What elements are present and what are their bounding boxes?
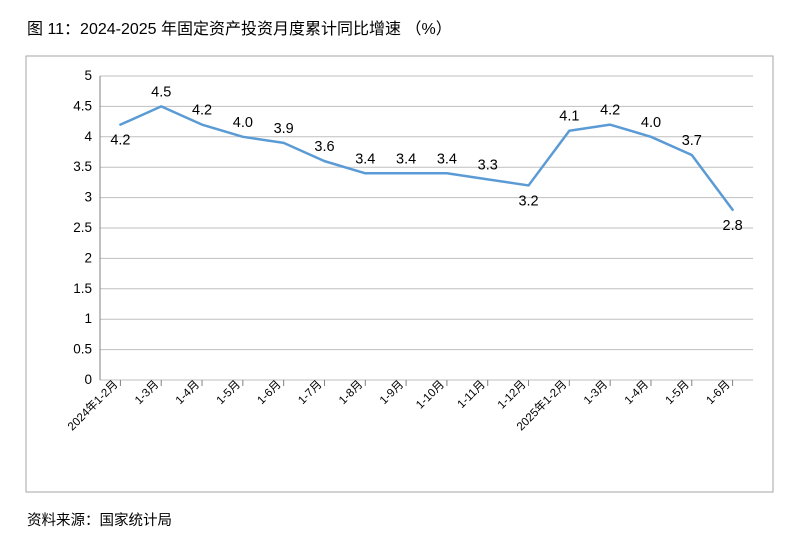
svg-text:1-12月: 1-12月 bbox=[496, 379, 529, 412]
svg-text:1: 1 bbox=[84, 311, 92, 326]
svg-text:4.5: 4.5 bbox=[151, 84, 171, 100]
svg-text:1-4月: 1-4月 bbox=[623, 379, 651, 407]
svg-text:4.1: 4.1 bbox=[559, 109, 579, 125]
svg-text:2: 2 bbox=[84, 250, 92, 265]
svg-text:1-5月: 1-5月 bbox=[664, 379, 692, 407]
svg-text:3.9: 3.9 bbox=[274, 121, 294, 137]
svg-text:4.2: 4.2 bbox=[192, 103, 212, 119]
svg-text:3.7: 3.7 bbox=[682, 133, 702, 149]
svg-text:4.0: 4.0 bbox=[233, 115, 253, 131]
svg-text:2024年1-2月: 2024年1-2月 bbox=[65, 377, 121, 433]
svg-text:3.4: 3.4 bbox=[355, 151, 375, 167]
svg-text:1.5: 1.5 bbox=[73, 281, 92, 296]
svg-text:0.5: 0.5 bbox=[73, 342, 92, 357]
svg-text:0: 0 bbox=[84, 372, 92, 387]
svg-text:3.6: 3.6 bbox=[314, 139, 334, 155]
svg-text:3.5: 3.5 bbox=[73, 159, 92, 174]
svg-text:4.0: 4.0 bbox=[641, 115, 661, 131]
svg-text:4.2: 4.2 bbox=[600, 103, 620, 119]
svg-text:4.5: 4.5 bbox=[73, 98, 92, 113]
svg-text:1-3月: 1-3月 bbox=[133, 379, 161, 407]
svg-text:4: 4 bbox=[84, 129, 92, 144]
svg-text:1-9月: 1-9月 bbox=[378, 379, 406, 407]
svg-text:2.8: 2.8 bbox=[723, 218, 743, 234]
svg-text:3.3: 3.3 bbox=[478, 157, 498, 173]
svg-text:3.4: 3.4 bbox=[396, 151, 416, 167]
svg-text:1-4月: 1-4月 bbox=[174, 379, 202, 407]
svg-text:1-7月: 1-7月 bbox=[296, 379, 324, 407]
svg-text:3: 3 bbox=[84, 190, 92, 205]
svg-text:5: 5 bbox=[84, 68, 92, 83]
svg-text:1-5月: 1-5月 bbox=[215, 379, 243, 407]
svg-text:2.5: 2.5 bbox=[73, 220, 92, 235]
svg-text:1-10月: 1-10月 bbox=[414, 379, 447, 412]
svg-text:3.4: 3.4 bbox=[437, 151, 457, 167]
svg-text:1-11月: 1-11月 bbox=[456, 379, 488, 411]
svg-text:1-8月: 1-8月 bbox=[337, 379, 365, 407]
svg-text:1-3月: 1-3月 bbox=[582, 379, 610, 407]
svg-text:3.2: 3.2 bbox=[518, 193, 538, 209]
svg-text:1-6月: 1-6月 bbox=[704, 379, 732, 407]
svg-text:4.2: 4.2 bbox=[110, 133, 130, 149]
svg-text:1-6月: 1-6月 bbox=[255, 379, 283, 407]
